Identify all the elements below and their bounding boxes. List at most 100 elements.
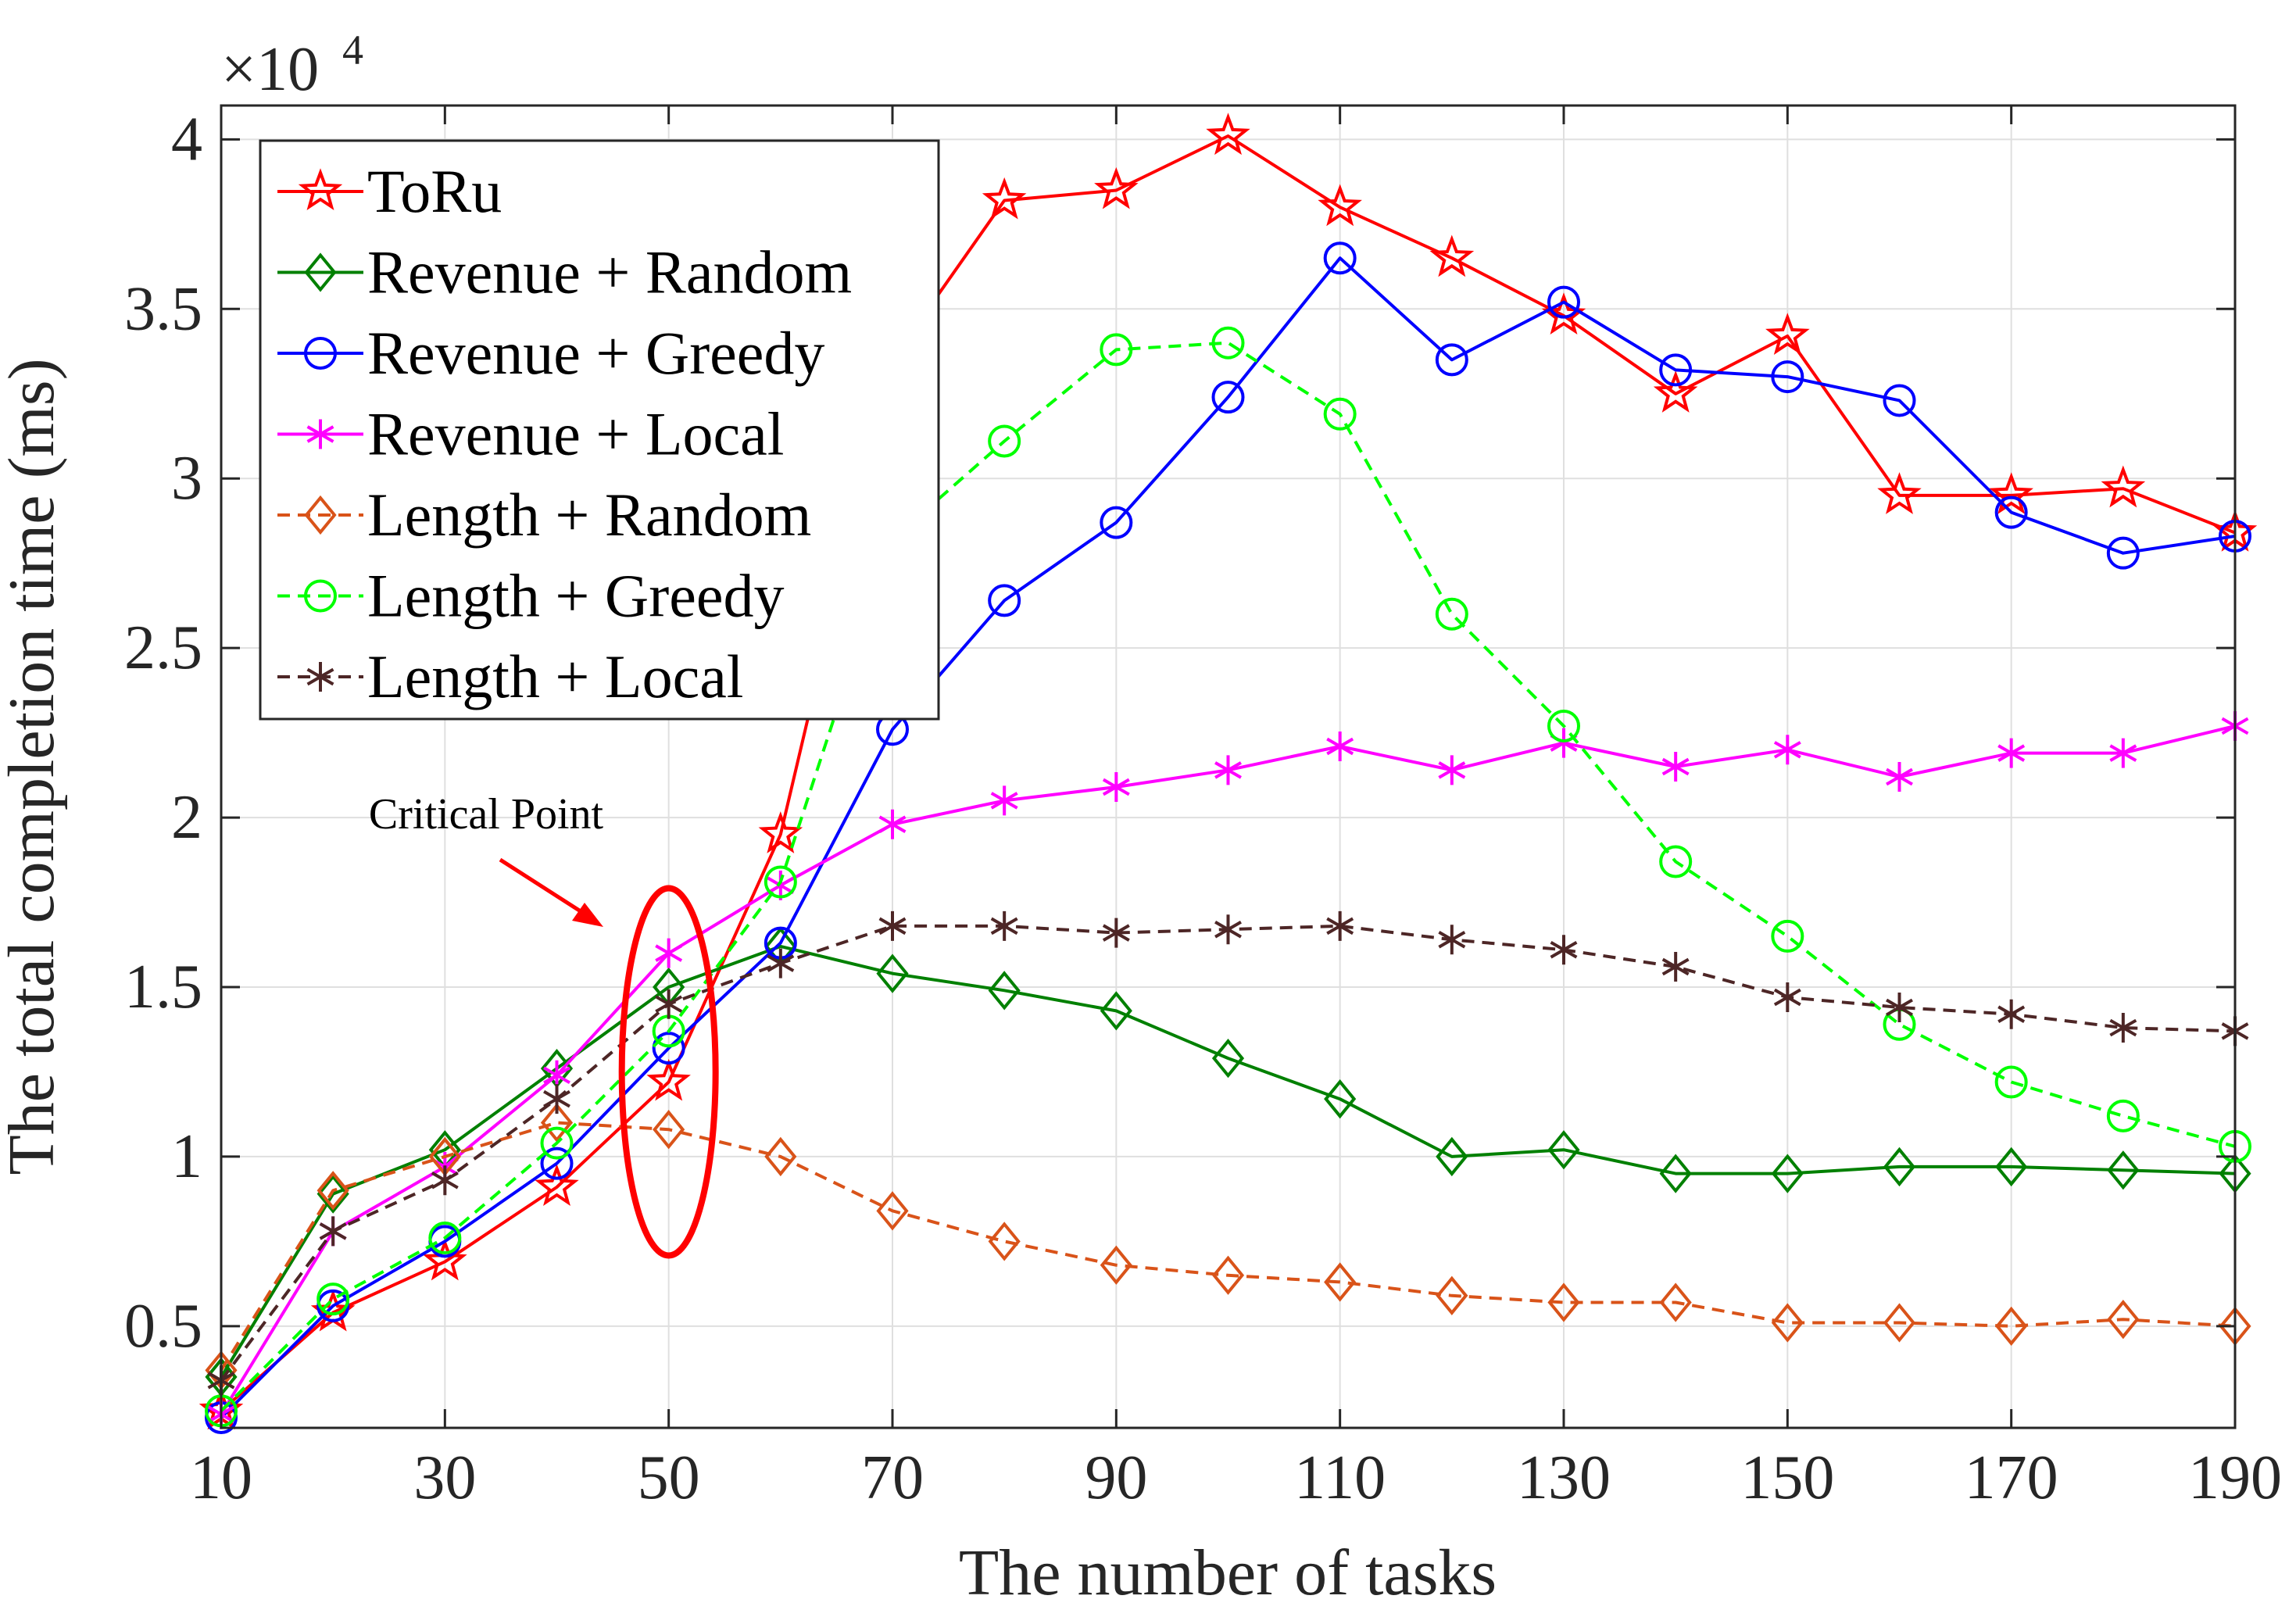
- data-point: [423, 1238, 467, 1281]
- series-revenue-greedy: [205, 241, 2251, 1434]
- legend-marker: [304, 337, 337, 370]
- data-point: [1436, 1275, 1468, 1315]
- data-point: [646, 1058, 691, 1101]
- legend-label: Length + Random: [367, 481, 811, 549]
- series-length-random: [205, 1103, 2251, 1390]
- data-point: [1326, 731, 1354, 761]
- data-point: [1773, 735, 1801, 765]
- critical-point-annotation: Critical Point: [369, 790, 719, 1259]
- data-point: [2101, 465, 2146, 508]
- data-point: [1550, 935, 1578, 965]
- annotation-ellipse: [618, 885, 719, 1259]
- data-point: [1877, 472, 1922, 514]
- data-point: [431, 1165, 459, 1196]
- series-length-local: [207, 910, 2249, 1396]
- data-point: [876, 1191, 909, 1231]
- x-tick-label: 30: [413, 1443, 476, 1512]
- legend-item: Revenue + Local: [277, 400, 784, 468]
- data-point: [1102, 772, 1130, 803]
- data-point: [1997, 738, 2026, 768]
- y-tick-label: 3: [171, 444, 202, 513]
- legend-label: Length + Greedy: [367, 562, 784, 630]
- data-point: [655, 989, 683, 1019]
- legend-box: [259, 139, 940, 721]
- data-point: [1206, 113, 1250, 156]
- data-point: [1214, 755, 1242, 785]
- x-tick-label: 70: [861, 1443, 924, 1512]
- data-point: [1211, 1255, 1245, 1295]
- data-point: [876, 953, 909, 993]
- data-point: [1323, 241, 1357, 275]
- x-tick-label: 170: [1965, 1443, 2058, 1512]
- data-point: [1100, 333, 1133, 367]
- data-point: [988, 1222, 1021, 1261]
- data-point: [990, 910, 1018, 941]
- series-line: [220, 134, 2236, 1412]
- data-point: [1886, 993, 1913, 1023]
- data-point: [988, 424, 1021, 458]
- data-point: [1214, 914, 1242, 945]
- data-point: [988, 971, 1021, 1011]
- data-point: [1765, 313, 1810, 356]
- y-tick-label: 2.5: [124, 614, 202, 682]
- data-point: [1324, 1079, 1357, 1119]
- data-point: [1886, 762, 1913, 792]
- data-point: [1100, 506, 1133, 539]
- annotation-text: Critical Point: [369, 790, 604, 839]
- data-point: [317, 1283, 350, 1316]
- data-point: [1653, 370, 1698, 413]
- data-point: [2106, 536, 2140, 570]
- y-tick-label: 3.5: [124, 274, 202, 343]
- y-tick-label: 2: [171, 783, 202, 852]
- legend-label: Revenue + Greedy: [367, 319, 824, 387]
- legend-item: Revenue + Random: [277, 238, 852, 306]
- legend-item: Length + Greedy: [277, 562, 784, 630]
- data-point: [1995, 1147, 2028, 1187]
- y-multiplier: ×10: [221, 35, 319, 104]
- data-point: [540, 1126, 574, 1160]
- data-point: [1326, 910, 1354, 941]
- data-point: [1211, 1038, 1245, 1079]
- data-point: [1102, 918, 1130, 948]
- data-point: [1659, 1283, 1692, 1322]
- data-point: [1094, 166, 1139, 209]
- data-point: [764, 1136, 797, 1177]
- y-axis-title: The total completion time (ms): [0, 358, 68, 1175]
- legend-marker: [306, 419, 334, 449]
- data-point: [1994, 495, 2028, 529]
- data-point: [1994, 1065, 2028, 1099]
- data-point: [652, 1032, 685, 1065]
- legend-marker: [304, 579, 337, 613]
- data-point: [1989, 472, 2033, 514]
- data-point: [1547, 1130, 1580, 1170]
- data-point: [982, 177, 1027, 220]
- data-point: [653, 1110, 685, 1150]
- data-point: [1100, 991, 1132, 1031]
- data-point: [1547, 709, 1580, 742]
- data-point: [655, 938, 683, 968]
- data-point: [1324, 1262, 1357, 1302]
- legend-marker: [306, 662, 334, 692]
- x-axis-title: The number of tasks: [959, 1537, 1497, 1609]
- legend-marker: [304, 495, 337, 535]
- data-point: [540, 1147, 574, 1180]
- data-point: [1211, 381, 1245, 414]
- legend-label: ToRu: [367, 157, 502, 225]
- data-point: [535, 1164, 579, 1207]
- series-line: [220, 341, 2236, 1412]
- data-point: [317, 1171, 349, 1211]
- data-point: [2107, 1150, 2140, 1190]
- data-point: [1771, 1303, 1804, 1343]
- data-point: [1211, 326, 1245, 360]
- data-point: [1883, 1303, 1916, 1343]
- data-point: [767, 948, 795, 978]
- annotation-arrow-shaft: [499, 857, 595, 922]
- data-point: [2109, 1013, 2137, 1043]
- data-point: [1997, 999, 2026, 1029]
- data-point: [1771, 1154, 1804, 1193]
- data-point: [1661, 752, 1690, 782]
- data-point: [878, 809, 907, 839]
- data-point: [317, 1174, 349, 1214]
- data-point: [1771, 360, 1804, 394]
- series-line: [220, 1121, 2236, 1372]
